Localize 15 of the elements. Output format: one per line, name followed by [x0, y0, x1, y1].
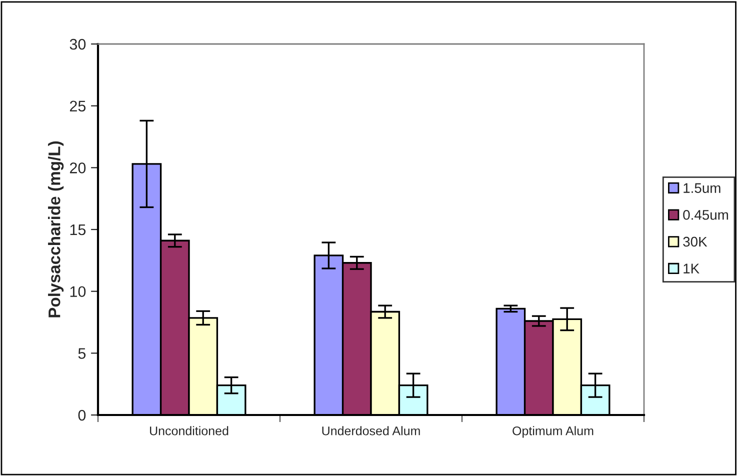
- x-tick-label: Optimum Alum: [512, 426, 594, 438]
- y-tick-label: 0: [78, 410, 86, 421]
- y-axis-title: Polysaccharide (mg/L): [48, 141, 64, 318]
- x-tick-label: Underdosed Alum: [322, 426, 420, 436]
- legend-label: 0.45um: [683, 210, 728, 220]
- y-tick-label: 30: [70, 38, 86, 50]
- y-tick-label: 10: [70, 286, 86, 298]
- y-tick-label: 20: [70, 162, 86, 174]
- y-tick-label: 15: [70, 224, 86, 236]
- y-tick-label: 5: [78, 348, 86, 359]
- y-tick-label: 25: [70, 100, 86, 112]
- legend-label: 1K: [684, 264, 700, 274]
- x-tick-label: Unconditioned: [150, 426, 228, 436]
- legend-label: 30K: [683, 236, 708, 247]
- legend-label: 1.5um: [684, 183, 720, 193]
